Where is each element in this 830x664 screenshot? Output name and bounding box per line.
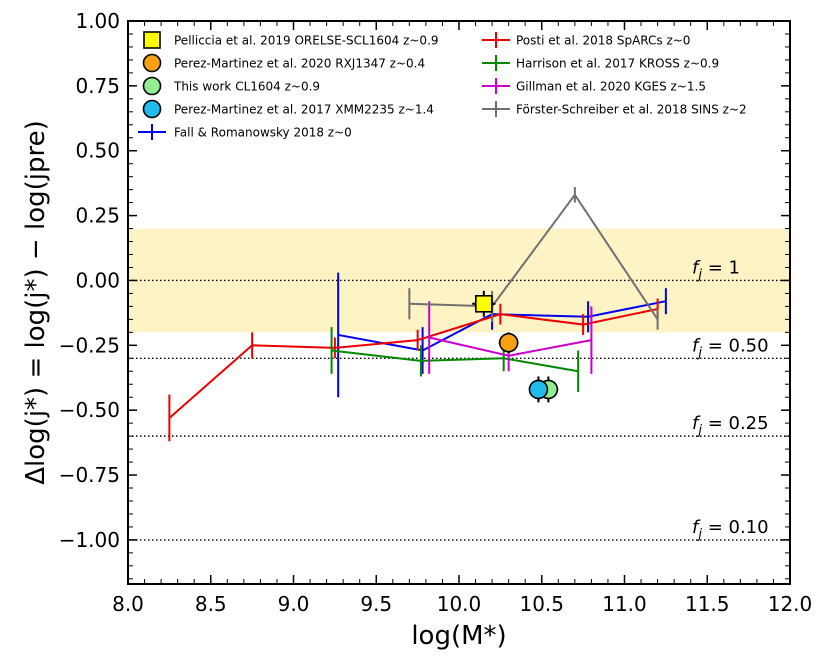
legend-item-harrison-et-al-2017-kross-z-0-9: Harrison et al. 2017 KROSS z~0.9 — [482, 55, 719, 71]
y-tick-label: −1.00 — [59, 528, 120, 552]
reference-label-3: fj = 0.10 — [692, 517, 769, 542]
x-tick-label: 9.5 — [360, 592, 392, 616]
data-point — [528, 379, 549, 400]
series-perez-martinez-et-al-2017-xmm2235-z-1-4 — [528, 376, 549, 403]
y-tick-label: 0.00 — [75, 268, 120, 292]
series-pelliccia-et-al-2019-orelse-scl1604-z-0-9 — [472, 290, 496, 317]
x-tick-label: 9.0 — [278, 592, 310, 616]
y-axis-label: Δlog(j*) = log(j*) − log(jpre) — [21, 120, 51, 484]
series-perez-martinez-et-al-2020-rxj1347-z-0-4 — [498, 332, 519, 354]
reference-label-2: fj = 0.25 — [692, 413, 769, 438]
legend-label: Pelliccia et al. 2019 ORELSE-SCL1604 z~0… — [174, 34, 439, 48]
legend-label: This work CL1604 z~0.9 — [173, 80, 320, 94]
legend-item-perez-martinez-et-al-2017-xmm2235-z-1-4: Perez-Martinez et al. 2017 XMM2235 z~1.4 — [142, 99, 434, 119]
legend-marker — [143, 31, 161, 49]
legend-label: Perez-Martinez et al. 2020 RXJ1347 z~0.4 — [174, 57, 425, 71]
legend-label: Perez-Martinez et al. 2017 XMM2235 z~1.4 — [174, 103, 434, 117]
reference-lines: fj = 1 fj = 0.50 fj = 0.25 fj = 0.10 — [128, 257, 790, 542]
legend: Pelliccia et al. 2019 ORELSE-SCL1604 z~0… — [138, 31, 747, 140]
legend-item-fall-romanowsky-2018-z-0: Fall & Romanowsky 2018 z~0 — [138, 124, 352, 140]
x-tick-label: 10.0 — [437, 592, 482, 616]
target-band — [128, 228, 790, 333]
series-line — [409, 193, 659, 320]
reference-label-1: fj = 0.50 — [692, 335, 769, 360]
y-tick-label: 0.50 — [75, 139, 120, 163]
reference-label-0: fj = 1 — [692, 257, 740, 282]
series-line — [331, 349, 579, 373]
legend-label: Harrison et al. 2017 KROSS z~0.9 — [516, 57, 719, 71]
legend-item-pelliccia-et-al-2019-orelse-scl1604-z-0-9: Pelliccia et al. 2019 ORELSE-SCL1604 z~0… — [143, 31, 439, 49]
legend-marker — [142, 53, 162, 73]
x-tick-label: 12.0 — [768, 592, 813, 616]
legend-marker — [142, 76, 162, 96]
legend-item-perez-martinez-et-al-2020-rxj1347-z-0-4: Perez-Martinez et al. 2020 RXJ1347 z~0.4 — [142, 53, 425, 73]
x-tick-label: 8.0 — [112, 592, 144, 616]
x-tick-label: 10.5 — [519, 592, 564, 616]
y-tick-label: −0.75 — [59, 463, 120, 487]
data-series — [168, 187, 667, 442]
legend-label: Gillman et al. 2020 KGES z~1.5 — [516, 80, 706, 94]
legend-item-f-rster-schreiber-et-al-2018-sins-z-2: Förster-Schreiber et al. 2018 SINS z~2 — [482, 101, 747, 117]
legend-item-posti-et-al-2018-sparcs-z-0: Posti et al. 2018 SpARCs z~0 — [482, 32, 690, 48]
legend-label: Posti et al. 2018 SpARCs z~0 — [516, 34, 690, 48]
legend-label: Fall & Romanowsky 2018 z~0 — [174, 126, 352, 140]
x-tick-label: 11.0 — [602, 592, 647, 616]
data-point — [498, 332, 519, 353]
y-tick-label: 0.75 — [75, 74, 120, 98]
legend-item-gillman-et-al-2020-kges-z-1-5: Gillman et al. 2020 KGES z~1.5 — [482, 78, 706, 94]
y-tick-label: 1.00 — [75, 9, 120, 33]
axis-ticks: 8.0 8.5 9.0 9.5 10.0 10.5 11.0 11.5 12.0 1.00 0.75… — [59, 9, 813, 616]
y-tick-label: −0.25 — [59, 333, 120, 357]
y-tick-label: −0.50 — [59, 398, 120, 422]
legend-marker — [142, 99, 162, 119]
y-tick-label: 0.25 — [75, 204, 120, 228]
x-tick-label: 11.5 — [685, 592, 730, 616]
x-axis-label: log(M*) — [411, 621, 506, 651]
legend-label: Förster-Schreiber et al. 2018 SINS z~2 — [516, 103, 747, 117]
x-tick-label: 8.5 — [195, 592, 227, 616]
data-point — [475, 294, 493, 313]
legend-item-this-work-cl1604-z-0-9: This work CL1604 z~0.9 — [142, 76, 320, 96]
